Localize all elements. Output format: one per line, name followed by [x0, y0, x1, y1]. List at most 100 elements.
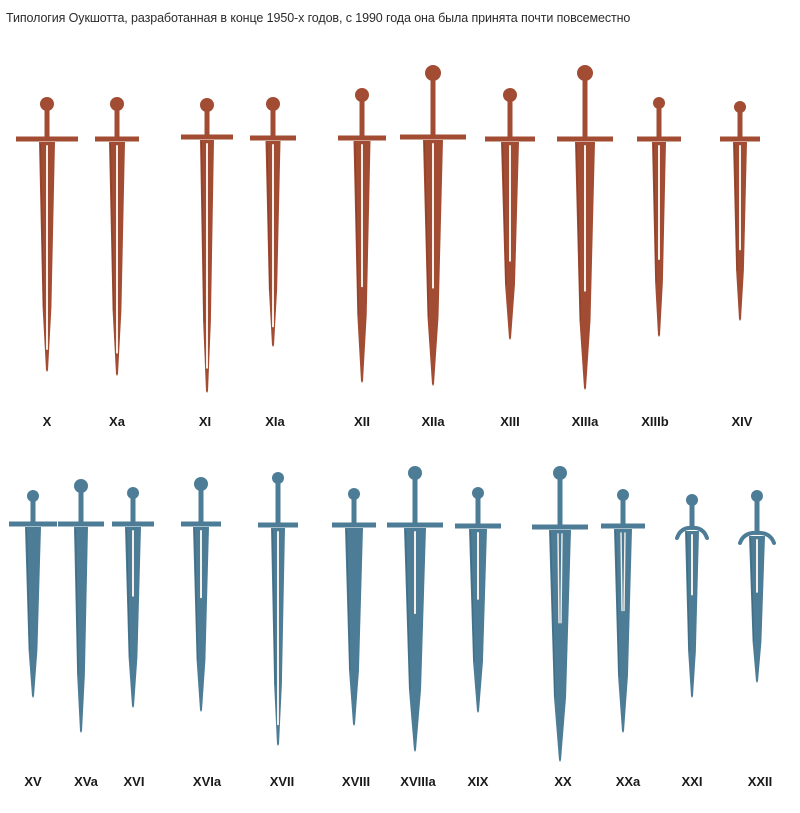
sword-type-xiv: XIV	[720, 101, 760, 429]
pommel	[27, 490, 39, 502]
blade-edge	[266, 142, 271, 290]
blade-edge	[576, 143, 581, 321]
blade-edge	[110, 143, 115, 311]
grip	[475, 493, 481, 526]
type-label: XIX	[468, 774, 489, 789]
sword-type-xa: Xa	[95, 97, 139, 429]
blade	[749, 536, 765, 683]
sword-type-xx: XX	[532, 466, 588, 789]
pommel	[272, 472, 284, 484]
type-label: XVa	[74, 774, 99, 789]
type-label: Xa	[109, 414, 126, 429]
cross-guard	[181, 134, 233, 140]
type-label: XX	[554, 774, 572, 789]
grip	[754, 496, 760, 533]
type-label: XXa	[616, 774, 641, 789]
grip	[430, 73, 436, 137]
sword-type-xviii: XVIII	[332, 488, 376, 789]
blade	[549, 530, 571, 762]
type-label: XII	[354, 414, 370, 429]
sword-type-xi: XI	[181, 98, 233, 429]
sword-type-xv: XV	[9, 490, 57, 789]
sword-type-x: X	[16, 97, 78, 429]
blade-edge	[734, 143, 738, 271]
type-label: XV	[24, 774, 42, 789]
pommel	[194, 477, 208, 491]
sword-type-xxii: XXII	[738, 490, 776, 789]
blade-edge	[750, 537, 755, 642]
grip	[204, 105, 210, 137]
grip	[737, 107, 743, 139]
cross-guard	[58, 521, 104, 527]
blade-edge	[40, 143, 45, 308]
cross-guard	[338, 135, 386, 141]
type-label: XXI	[682, 774, 703, 789]
blade-edge	[470, 530, 475, 662]
cross-guard	[181, 521, 221, 527]
sword-type-xiiib: XIIIb	[637, 97, 681, 429]
blade-edge	[126, 528, 131, 658]
pommel	[734, 101, 746, 113]
blade-edge	[354, 142, 359, 316]
pommel	[751, 490, 763, 502]
type-label: XI	[199, 414, 211, 429]
blade-edge	[502, 143, 507, 285]
grip	[78, 486, 84, 524]
grip	[351, 494, 357, 525]
blade-edge	[550, 531, 556, 698]
type-label: XVIIIa	[400, 774, 436, 789]
grip	[114, 104, 120, 139]
type-label: XIV	[732, 414, 753, 429]
sword-type-xvia: XVIa	[181, 477, 222, 789]
pommel	[653, 97, 665, 109]
cross-guard	[112, 521, 154, 527]
cross-guard	[720, 136, 760, 142]
blade-edge	[194, 528, 199, 661]
top-row: X Xa XI XIa XII XIIa XIII XIIIa XIIIb XIV	[16, 65, 760, 429]
pommel	[348, 488, 360, 500]
pommel	[110, 97, 124, 111]
sword-type-xiia: XIIa	[400, 65, 466, 429]
cross-guard	[675, 525, 709, 540]
type-label: XIIIb	[641, 414, 669, 429]
sword-type-xxi: XXI	[675, 494, 709, 789]
cross-guard	[601, 523, 645, 529]
sword-type-xia: XIa	[250, 97, 296, 429]
fuller	[557, 533, 560, 624]
sword-type-xvi: XVI	[112, 487, 154, 789]
pommel	[686, 494, 698, 506]
grip	[620, 495, 626, 526]
grip	[656, 103, 662, 139]
blade-edge	[272, 529, 276, 685]
caption-title: Типология Оукшотта, разработанная в конц…	[6, 11, 631, 25]
cross-guard	[400, 134, 466, 140]
sword-type-xva: XVa	[58, 479, 104, 789]
cross-guard	[637, 136, 681, 142]
cross-guard	[9, 521, 57, 527]
fuller	[623, 532, 626, 612]
cross-guard	[258, 522, 298, 528]
blade-edge	[686, 532, 690, 652]
sword-type-xvii: XVII	[258, 472, 298, 789]
blade-edge	[653, 143, 657, 283]
blade-edge	[615, 530, 620, 676]
pommel	[266, 97, 280, 111]
type-label: XVI	[124, 774, 145, 789]
sword-type-xviiia: XVIIIa	[387, 466, 443, 789]
pommel	[577, 65, 593, 81]
cross-guard	[95, 136, 139, 142]
sword-type-xiii: XIII	[485, 88, 535, 429]
pommel	[74, 479, 88, 493]
pommel	[355, 88, 369, 102]
sword-type-xii: XII	[338, 88, 386, 429]
sword-type-xiiia: XIIIa	[557, 65, 613, 429]
pommel	[503, 88, 517, 102]
grip	[359, 95, 365, 138]
blade	[25, 527, 41, 698]
blade	[345, 528, 363, 726]
type-label: X	[43, 414, 52, 429]
type-label: XVIII	[342, 774, 370, 789]
pommel	[200, 98, 214, 112]
fuller	[560, 533, 563, 624]
